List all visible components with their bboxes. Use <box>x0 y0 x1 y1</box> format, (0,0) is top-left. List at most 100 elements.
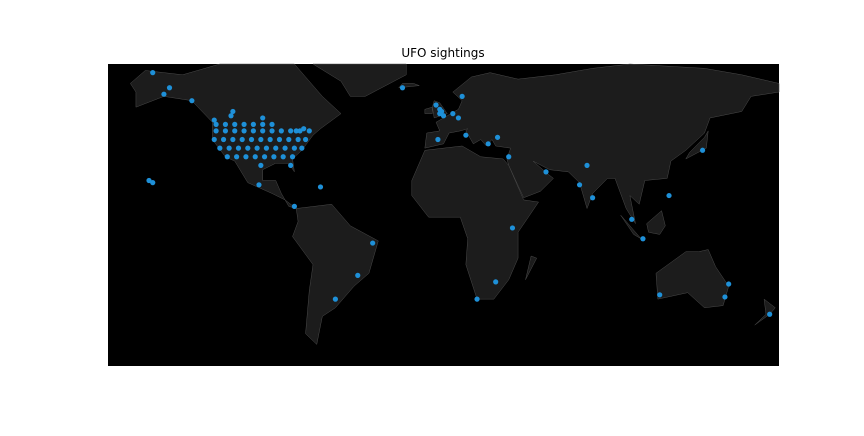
sighting-point <box>230 108 236 115</box>
sighting-point <box>590 195 596 201</box>
sighting-point <box>455 115 462 121</box>
sighting-point <box>293 128 299 134</box>
sighting-point <box>269 128 275 134</box>
sighting-point <box>295 136 301 143</box>
new-zealand <box>755 299 776 325</box>
borneo <box>647 211 666 235</box>
sighting-point <box>228 113 234 119</box>
sighting-point <box>241 128 247 134</box>
sighting-point <box>269 121 275 127</box>
sighting-point <box>220 136 227 143</box>
sighting-point <box>161 91 167 97</box>
sighting-point <box>280 154 286 160</box>
sighting-point <box>258 162 264 168</box>
sighting-point <box>213 128 219 134</box>
sumatra <box>621 215 642 239</box>
sighting-point <box>301 126 307 132</box>
sighting-point <box>666 192 672 199</box>
sighting-point <box>232 121 238 127</box>
sighting-point <box>302 136 309 143</box>
sighting-point <box>260 121 266 127</box>
sighting-point <box>271 154 277 160</box>
sighting-point <box>463 132 469 138</box>
sighting-point <box>224 154 230 160</box>
sighting-point <box>332 296 338 302</box>
sighting-point <box>243 154 249 160</box>
sighting-point <box>440 113 447 119</box>
sighting-point <box>211 136 217 143</box>
land <box>130 64 779 344</box>
sighting-point <box>435 136 441 143</box>
sighting-point <box>317 184 324 190</box>
sighting-point <box>355 272 361 278</box>
sighting-point <box>213 121 219 127</box>
sighting-point <box>306 128 312 134</box>
sighting-point <box>584 162 590 168</box>
sighting-point <box>273 145 279 151</box>
sighting-point <box>726 281 732 287</box>
sighting-point <box>222 128 229 134</box>
sighting-point <box>494 134 501 140</box>
chart-title: UFO sightings <box>401 46 484 60</box>
sighting-point <box>235 145 242 151</box>
sighting-point <box>258 136 264 143</box>
sighting-point <box>256 182 262 188</box>
north-america <box>130 64 341 209</box>
sighting-point <box>232 128 238 134</box>
madagascar <box>526 256 537 280</box>
south-america <box>293 204 379 344</box>
sighting-point <box>248 136 255 143</box>
sighting-point <box>267 136 273 143</box>
sighting-point <box>146 177 152 184</box>
sighting-point <box>254 145 260 151</box>
sighting-point <box>278 128 284 134</box>
sighting-point <box>263 145 270 151</box>
sighting-point <box>299 145 305 151</box>
eurasia <box>425 64 779 224</box>
sighting-point <box>288 128 294 134</box>
sighting-point <box>230 136 236 143</box>
sighting-point <box>629 216 635 222</box>
africa <box>412 146 539 299</box>
ireland <box>425 107 432 113</box>
sighting-point <box>189 98 195 104</box>
sighting-point <box>291 203 297 209</box>
sighting-point <box>722 294 728 300</box>
sighting-point <box>506 154 512 160</box>
sighting-point <box>657 292 663 298</box>
sighting-point <box>576 182 583 188</box>
sighting-point <box>439 108 445 115</box>
greenland <box>313 64 406 96</box>
sighting-point <box>150 70 156 76</box>
sighting-point <box>211 117 217 123</box>
sighting-point <box>640 236 646 242</box>
sighting-point <box>217 145 223 151</box>
sighting-point <box>222 121 229 127</box>
sighting-point <box>399 85 406 91</box>
sighting-point <box>282 145 288 151</box>
sighting-point <box>493 279 499 285</box>
sighting-point <box>239 136 245 143</box>
sighting-point <box>250 121 256 127</box>
sighting-point <box>509 225 516 231</box>
sighting-point <box>286 136 292 143</box>
sighting-point <box>252 154 258 160</box>
sighting-point <box>289 154 296 160</box>
sighting-point <box>291 145 297 151</box>
sighting-point <box>166 85 173 91</box>
sighting-point <box>370 240 376 246</box>
sighting-point <box>450 111 456 117</box>
sighting-point <box>276 136 283 143</box>
sighting-point <box>261 154 268 160</box>
sighting-point <box>485 141 491 147</box>
sighting-point <box>245 145 251 151</box>
sighting-point <box>699 147 706 153</box>
points <box>146 70 773 317</box>
sighting-point <box>241 121 247 127</box>
sighting-point <box>260 128 266 134</box>
sighting-point <box>260 115 266 121</box>
sighting-point <box>250 128 256 134</box>
sighting-point <box>474 296 480 302</box>
sighting-point <box>433 102 439 108</box>
